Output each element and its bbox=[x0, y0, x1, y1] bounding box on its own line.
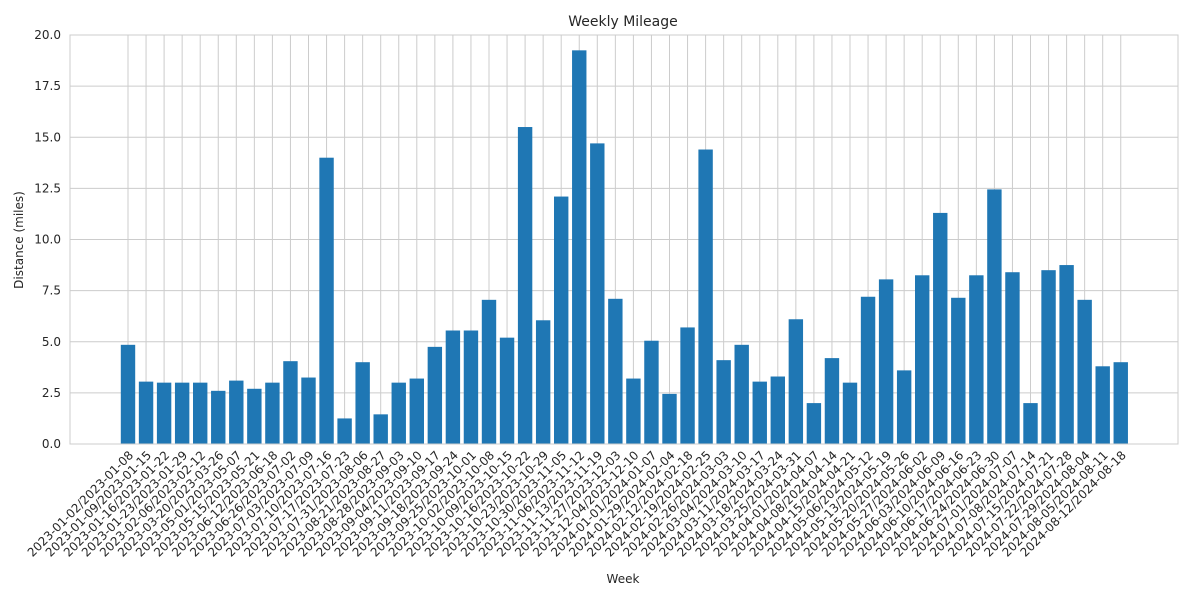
y-tick-label: 12.5 bbox=[34, 181, 61, 195]
bar bbox=[517, 127, 533, 445]
y-tick-label: 7.5 bbox=[42, 284, 61, 298]
bar bbox=[788, 319, 804, 444]
bars bbox=[120, 50, 1128, 445]
y-tick-label: 0.0 bbox=[42, 437, 61, 451]
bar bbox=[1113, 362, 1128, 444]
bar bbox=[1077, 299, 1092, 444]
bar bbox=[481, 299, 497, 444]
plot-border bbox=[69, 34, 1179, 445]
bar bbox=[427, 346, 443, 444]
chart-title: Weekly Mileage bbox=[568, 14, 678, 30]
bar bbox=[1005, 272, 1020, 444]
bar bbox=[499, 337, 515, 444]
bar bbox=[824, 358, 840, 444]
bar bbox=[662, 393, 677, 444]
bar bbox=[806, 403, 822, 444]
bar bbox=[933, 212, 948, 444]
y-tick-label: 2.5 bbox=[42, 386, 61, 400]
bar bbox=[572, 50, 587, 445]
bar bbox=[174, 382, 190, 444]
bar bbox=[445, 330, 461, 444]
y-tick-label: 15.0 bbox=[34, 130, 61, 144]
y-axis-title: Distance (miles) bbox=[12, 191, 26, 289]
bar bbox=[319, 157, 334, 444]
bar bbox=[229, 380, 244, 444]
x-axis-title: Week bbox=[607, 572, 640, 586]
bar bbox=[878, 279, 894, 444]
bar bbox=[1095, 366, 1110, 444]
bar bbox=[373, 414, 388, 444]
bar bbox=[391, 382, 406, 444]
bar bbox=[535, 320, 551, 444]
bar bbox=[265, 382, 280, 444]
bar bbox=[554, 196, 569, 444]
bar bbox=[969, 275, 984, 444]
bar bbox=[247, 388, 262, 444]
bar bbox=[860, 296, 876, 444]
bar bbox=[896, 370, 912, 444]
bar bbox=[734, 344, 749, 444]
bar bbox=[211, 390, 226, 444]
x-tick-labels: 2023-01-02/2023-01-082023-01-09/2023-01-… bbox=[25, 448, 1129, 559]
bar bbox=[193, 382, 208, 444]
bar bbox=[698, 149, 713, 444]
y-tick-label: 17.5 bbox=[34, 79, 61, 93]
y-tick-label: 10.0 bbox=[34, 233, 61, 247]
y-tick-label: 5.0 bbox=[42, 335, 61, 349]
bar bbox=[337, 418, 352, 444]
bar bbox=[716, 360, 731, 444]
bar bbox=[301, 377, 316, 444]
bar bbox=[680, 327, 695, 444]
bar bbox=[1023, 403, 1038, 444]
bar bbox=[1041, 270, 1056, 444]
plot-frame bbox=[69, 34, 1179, 445]
bar bbox=[590, 143, 605, 444]
bar bbox=[842, 382, 858, 444]
bar bbox=[463, 330, 479, 444]
bar bbox=[644, 340, 659, 444]
bar bbox=[283, 361, 298, 444]
bar bbox=[120, 344, 136, 444]
bar bbox=[987, 189, 1002, 444]
bar bbox=[951, 297, 966, 444]
bar bbox=[915, 275, 930, 444]
bar bbox=[770, 376, 785, 444]
bar bbox=[156, 382, 172, 444]
bar bbox=[138, 381, 154, 444]
bar bbox=[355, 362, 370, 444]
bar bbox=[608, 298, 623, 444]
bar bbox=[752, 381, 767, 444]
bar bbox=[626, 378, 641, 444]
y-tick-label: 20.0 bbox=[34, 28, 61, 42]
bar bbox=[409, 378, 424, 444]
y-tick-labels: 0.0 2.5 5.0 7.5 10.0 12.5 15.0 17.5 20.0 bbox=[34, 28, 61, 451]
bar bbox=[1059, 265, 1074, 444]
